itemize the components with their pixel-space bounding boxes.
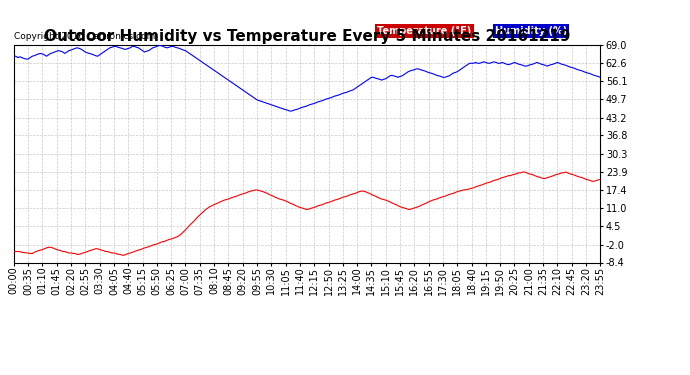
Title: Outdoor Humidity vs Temperature Every 5 Minutes 20161219: Outdoor Humidity vs Temperature Every 5 … (43, 29, 571, 44)
Text: Humidity (%): Humidity (%) (495, 26, 567, 36)
Text: Temperature (°F): Temperature (°F) (377, 26, 472, 36)
Text: Copyright 2016 Cartronics.com: Copyright 2016 Cartronics.com (14, 32, 155, 40)
